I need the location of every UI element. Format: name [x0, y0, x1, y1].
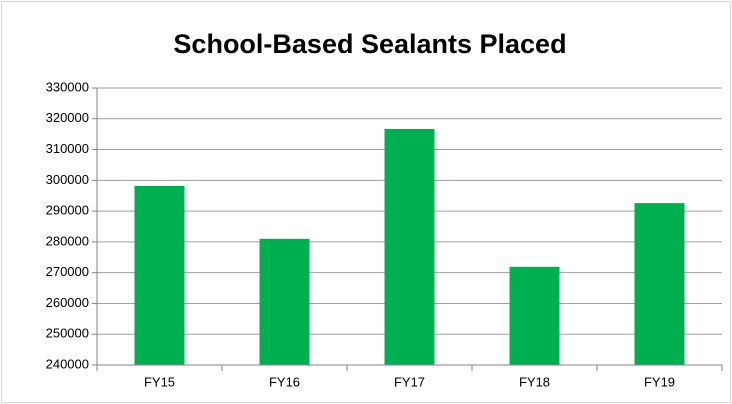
- bar: [509, 266, 560, 365]
- x-tick-label: FY17: [394, 374, 425, 389]
- y-tick-label: 300000: [46, 172, 89, 187]
- y-tick-label: 320000: [46, 110, 89, 125]
- y-tick-label: 280000: [46, 233, 89, 248]
- bar: [384, 128, 435, 365]
- x-tick-label: FY15: [144, 374, 175, 389]
- chart-title: School-Based Sealants Placed: [173, 29, 566, 59]
- y-tick-label: 290000: [46, 203, 89, 218]
- x-tick-label: FY19: [644, 374, 675, 389]
- y-tick-label: 250000: [46, 326, 89, 341]
- y-tick-label: 310000: [46, 141, 89, 156]
- y-tick-label: 330000: [46, 79, 89, 94]
- x-tick-label: FY16: [269, 374, 300, 389]
- y-tick-label: 240000: [46, 356, 89, 371]
- bar: [634, 203, 685, 365]
- bar: [134, 185, 185, 365]
- x-tick-label: FY18: [519, 374, 550, 389]
- y-tick-label: 270000: [46, 264, 89, 279]
- bar: [259, 238, 310, 365]
- y-tick-label: 260000: [46, 295, 89, 310]
